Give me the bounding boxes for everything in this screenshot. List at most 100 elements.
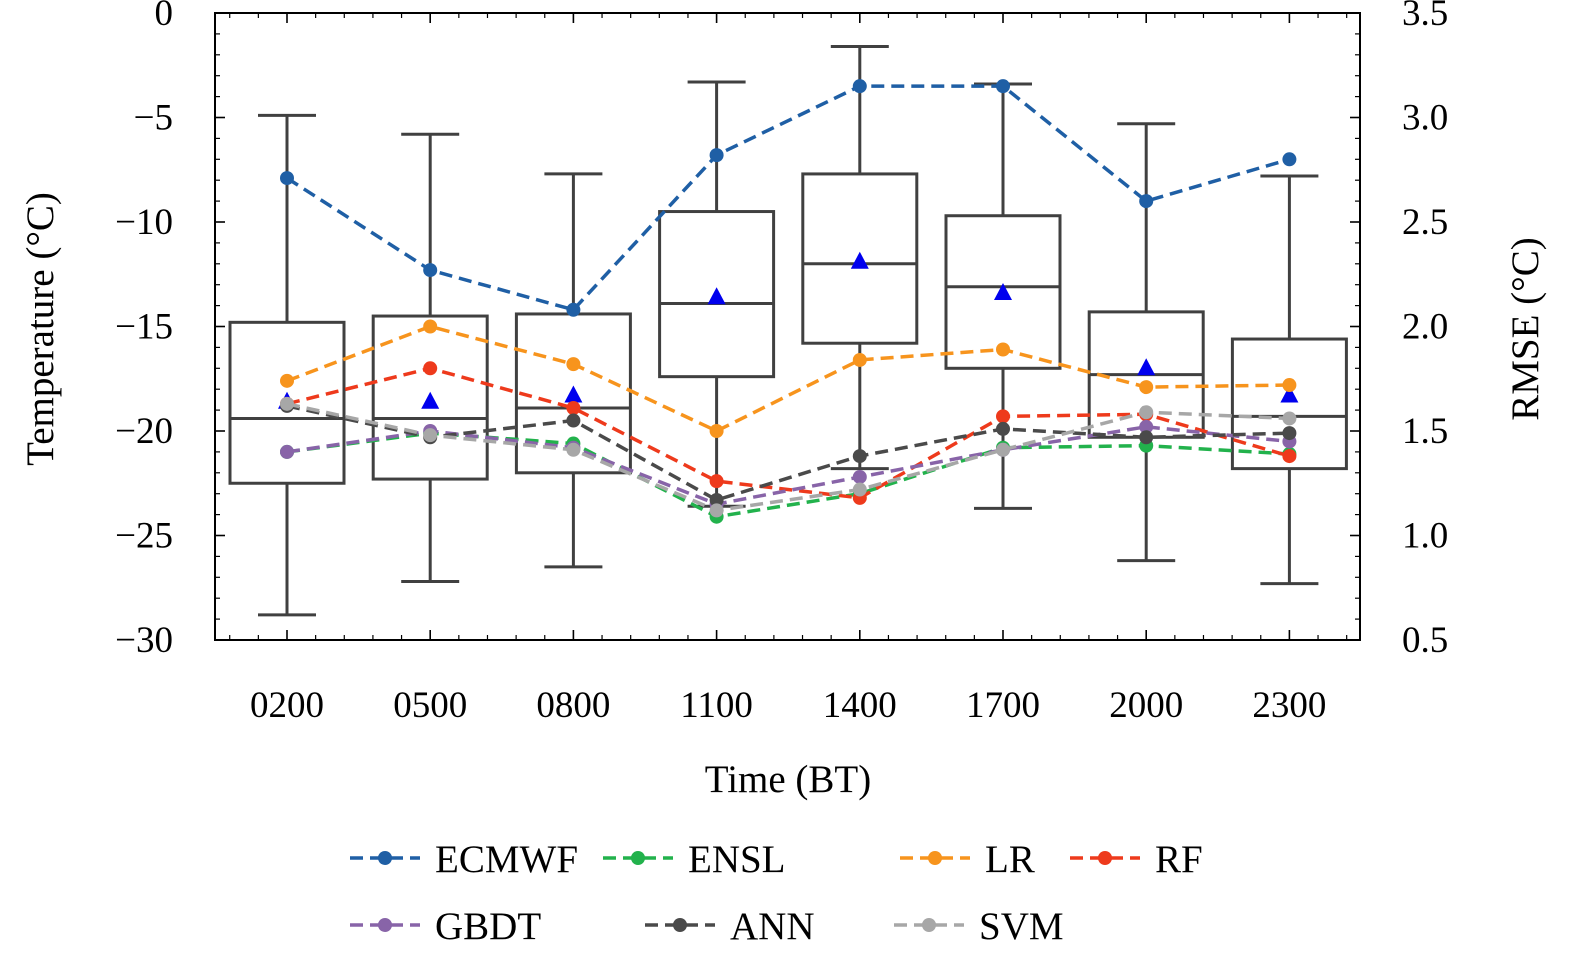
series-lr (280, 319, 1297, 438)
x-tick-label: 1100 (680, 685, 753, 726)
series-line (286, 402, 1290, 513)
series-point (280, 444, 294, 459)
y-right-tick-label: 3.5 (1402, 0, 1448, 34)
box-iqr (801, 172, 919, 345)
series-point (1282, 378, 1297, 393)
legend-item-ensl: ENSL (603, 838, 786, 881)
series-point (1282, 426, 1297, 441)
y-right-tick-label: 2.0 (1402, 307, 1448, 348)
y-left-tick-label: 0 (155, 0, 174, 34)
box-1700 (944, 82, 1062, 510)
y-right-tick-label: 0.5 (1402, 620, 1448, 661)
y-left-tick-label: −25 (115, 516, 173, 557)
series-point (709, 424, 724, 438)
legend-item-lr: LR (900, 838, 1035, 881)
series-point (280, 171, 294, 186)
series-point (852, 482, 867, 497)
box-mean-marker (994, 283, 1012, 301)
series-point (423, 428, 438, 443)
legend-item-svm: SVM (894, 905, 1064, 948)
legend-swatch-marker (922, 918, 936, 932)
x-tick-label: 0800 (536, 685, 610, 726)
box-mean-marker (421, 391, 440, 409)
series-point (709, 474, 724, 489)
x-tick-label: 1700 (966, 685, 1040, 726)
series-point (996, 442, 1010, 457)
series-point (1282, 152, 1297, 167)
y-axis-title-left: Temperature (°C) (19, 192, 62, 466)
legend: ECMWF ENSL LR RF GBDT ANN SVM (350, 838, 1203, 948)
x-tick-label: 2000 (1109, 685, 1183, 726)
series-line (286, 366, 1290, 500)
box-0800 (514, 172, 632, 569)
legend-label: RF (1155, 838, 1203, 881)
y-left-tick-label: −5 (134, 98, 173, 139)
plot-border (214, 12, 1361, 641)
legend-swatch-marker (378, 918, 392, 932)
series-point (1139, 405, 1154, 420)
y-left-tick-label: −15 (115, 307, 173, 348)
legend-item-ann: ANN (645, 905, 815, 948)
series-point (566, 413, 581, 428)
series-point (996, 79, 1010, 94)
box-0500 (371, 132, 489, 583)
series-line (286, 324, 1290, 433)
legend-swatch-marker (631, 851, 645, 865)
boxplots (228, 44, 1348, 617)
series-line (286, 404, 1290, 502)
series-point (852, 352, 867, 367)
series-point (1139, 380, 1154, 395)
series-point (1282, 449, 1297, 464)
series-point (1139, 194, 1154, 209)
series-point (852, 469, 867, 484)
series-point (566, 442, 581, 457)
box-mean-marker (564, 385, 583, 403)
series-point (423, 361, 438, 376)
x-tick-label: 1400 (823, 685, 897, 726)
legend-swatch-marker (673, 918, 687, 932)
box-iqr (1230, 337, 1348, 471)
box-mean-marker (707, 287, 726, 305)
legend-label: ANN (730, 905, 815, 948)
box-mean-marker (1280, 385, 1299, 403)
legend-label: SVM (979, 905, 1064, 948)
series-point (1139, 430, 1154, 445)
legend-item-gbdt: GBDT (350, 905, 541, 948)
x-tick-label: 0200 (250, 685, 324, 726)
series-point (996, 409, 1010, 424)
legend-label: ENSL (688, 838, 786, 881)
series-point (852, 449, 867, 464)
series-point (996, 342, 1010, 357)
series-point (280, 396, 294, 411)
series-svm (280, 396, 1297, 518)
axis-ticks (215, 12, 1360, 641)
series-ecmwf (280, 79, 1297, 317)
legend-label: LR (985, 838, 1035, 881)
y-axis-title-right: RMSE (°C) (1504, 237, 1547, 421)
series-point (996, 421, 1010, 436)
x-tick-label: 2300 (1252, 685, 1326, 726)
box-mean-marker (1137, 358, 1156, 376)
rmse-series (280, 79, 1297, 524)
legend-item-ecmwf: ECMWF (350, 838, 578, 881)
x-axis-title: Time (BT) (705, 758, 872, 801)
y-left-tick-label: −10 (115, 202, 173, 243)
box-1400 (801, 44, 919, 471)
legend-swatch-marker (1098, 851, 1112, 865)
box-iqr (371, 314, 489, 481)
legend-label: ECMWF (435, 838, 578, 881)
series-point (566, 357, 581, 372)
box-2300 (1230, 174, 1348, 586)
legend-swatch-marker (378, 851, 392, 865)
box-iqr (658, 210, 776, 379)
box-2000 (1087, 122, 1205, 563)
series-line (286, 431, 1290, 519)
y-left-tick-label: −20 (115, 411, 173, 452)
series-point (280, 373, 294, 388)
series-point (566, 401, 581, 416)
box-iqr (228, 320, 346, 485)
legend-label: GBDT (435, 905, 541, 948)
y-right-tick-label: 2.5 (1402, 202, 1448, 243)
plot-frame (214, 12, 1361, 641)
box-iqr (944, 214, 1062, 370)
